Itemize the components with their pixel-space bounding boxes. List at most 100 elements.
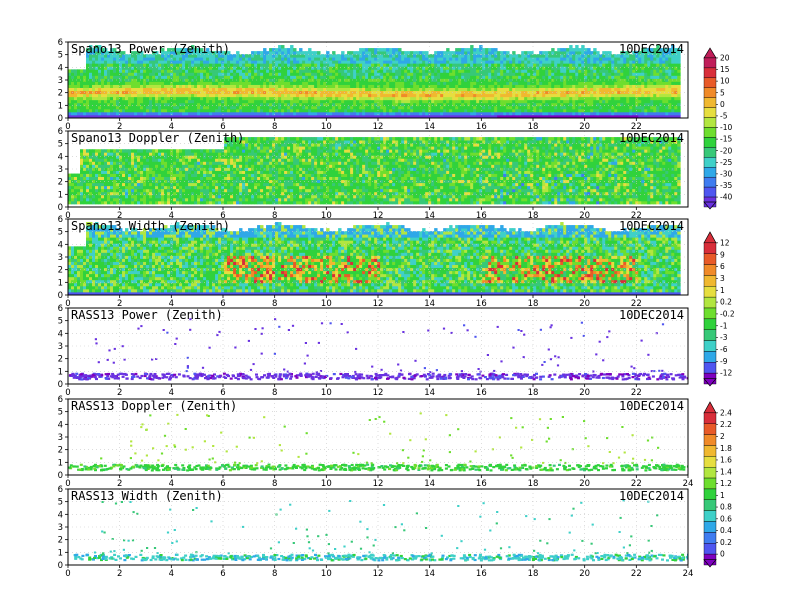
heatmap-cell — [356, 96, 360, 101]
heatmap-cell — [560, 54, 564, 58]
heatmap-cell — [92, 164, 96, 168]
heatmap-cell — [509, 78, 513, 82]
heatmap-cell — [311, 63, 315, 67]
heatmap-cell — [257, 60, 261, 64]
heatmap-cell — [602, 111, 606, 116]
heatmap-cell — [68, 81, 72, 85]
heatmap-cell — [575, 69, 579, 73]
heatmap-cell — [323, 96, 327, 101]
heatmap-cell — [146, 99, 150, 104]
heatmap-cell — [272, 72, 276, 76]
heatmap-cell — [641, 78, 645, 82]
heatmap-cell — [521, 57, 525, 61]
heatmap-cell — [143, 102, 147, 107]
heatmap-cell — [473, 69, 477, 73]
heatmap-cell — [287, 63, 291, 67]
heatmap-cell — [245, 90, 249, 95]
heatmap-cell — [140, 194, 144, 199]
heatmap-cell — [107, 149, 111, 153]
heatmap-cell — [161, 66, 165, 70]
heatmap-cell — [176, 87, 180, 92]
heatmap-cell — [230, 78, 234, 82]
heatmap-cell — [320, 105, 324, 110]
heatmap-cell — [656, 105, 660, 110]
heatmap-cell — [644, 48, 648, 52]
heatmap-cell — [425, 63, 429, 67]
heatmap-cell — [500, 102, 504, 107]
heatmap-cell — [95, 179, 99, 184]
heatmap-cell — [308, 105, 312, 110]
heatmap-cell — [362, 51, 366, 55]
heatmap-cell — [320, 102, 324, 107]
heatmap-cell — [398, 114, 402, 118]
heatmap-cell — [323, 114, 327, 118]
heatmap-cell — [221, 66, 225, 70]
heatmap-cell — [395, 69, 399, 73]
heatmap-cell — [149, 90, 153, 95]
heatmap-cell — [512, 51, 516, 55]
heatmap-cell — [521, 111, 525, 116]
heatmap-cell — [437, 75, 441, 79]
heatmap-cell — [110, 114, 114, 118]
heatmap-cell — [422, 90, 426, 95]
heatmap-cell — [425, 96, 429, 101]
heatmap-cell — [377, 114, 381, 118]
heatmap-cell — [308, 75, 312, 79]
heatmap-cell — [437, 87, 441, 92]
heatmap-cell — [269, 48, 273, 52]
heatmap-cell — [209, 102, 213, 107]
heatmap-cell — [215, 108, 219, 113]
heatmap-cell — [191, 54, 195, 58]
heatmap-cell — [455, 51, 459, 55]
heatmap-cell — [95, 155, 99, 159]
heatmap-cell — [398, 78, 402, 82]
heatmap-cell — [146, 87, 150, 92]
heatmap-cell — [557, 66, 561, 70]
heatmap-cell — [185, 108, 189, 113]
heatmap-cell — [293, 81, 297, 85]
heatmap-cell — [296, 66, 300, 70]
heatmap-cell — [371, 63, 375, 67]
heatmap-cell — [191, 75, 195, 79]
heatmap-cell — [212, 90, 216, 95]
heatmap-cell — [560, 63, 564, 67]
heatmap-cell — [131, 158, 135, 162]
heatmap-cell — [137, 164, 141, 168]
heatmap-cell — [149, 54, 153, 58]
heatmap-cell — [593, 99, 597, 104]
heatmap-cell — [149, 84, 153, 88]
heatmap-cell — [161, 81, 165, 85]
heatmap-cell — [560, 96, 564, 101]
heatmap-cell — [230, 99, 234, 104]
heatmap-cell — [392, 78, 396, 82]
heatmap-cell — [116, 158, 120, 162]
heatmap-cell — [605, 84, 609, 88]
heatmap-cell — [614, 63, 618, 67]
heatmap-cell — [662, 48, 666, 52]
heatmap-cell — [509, 66, 513, 70]
heatmap-cell — [113, 105, 117, 110]
heatmap-cell — [527, 84, 531, 88]
heatmap-cell — [128, 84, 132, 88]
heatmap-cell — [479, 54, 483, 58]
heatmap-cell — [344, 78, 348, 82]
heatmap-cell — [233, 66, 237, 70]
heatmap-cell — [362, 69, 366, 73]
heatmap-cell — [668, 99, 672, 104]
heatmap-cell — [593, 57, 597, 61]
heatmap-cell — [167, 69, 171, 73]
heatmap-cell — [425, 84, 429, 88]
heatmap-cell — [431, 72, 435, 76]
heatmap-cell — [563, 114, 567, 118]
heatmap-cell — [662, 54, 666, 58]
heatmap-cell — [674, 102, 678, 107]
heatmap-cell — [635, 69, 639, 73]
heatmap-cell — [641, 57, 645, 61]
heatmap-cell — [290, 57, 294, 61]
heatmap-cell — [161, 57, 165, 61]
heatmap-cell — [422, 63, 426, 67]
heatmap-cell — [200, 72, 204, 76]
heatmap-cell — [122, 93, 126, 98]
heatmap-cell — [368, 57, 372, 61]
heatmap-cell — [488, 60, 492, 64]
